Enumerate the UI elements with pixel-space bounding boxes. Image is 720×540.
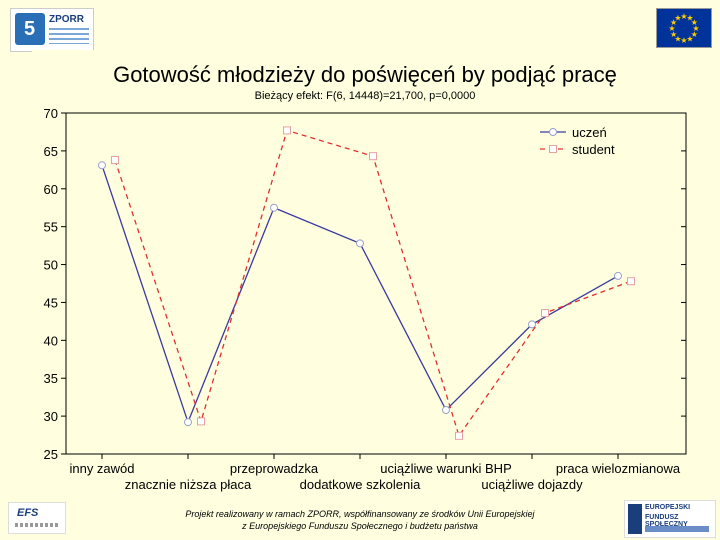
y-tick-label: 40 bbox=[44, 333, 58, 348]
x-tick-label: znacznie niższa płaca bbox=[125, 477, 252, 492]
efs-logo: EFS bbox=[8, 502, 66, 534]
zporr-logo-title: ZPORR bbox=[49, 14, 84, 25]
data-point-student bbox=[369, 152, 377, 161]
x-tick-label: inny zawód bbox=[69, 461, 134, 476]
data-point-uczen bbox=[270, 203, 278, 212]
eu-star-icon: ★ bbox=[668, 24, 675, 33]
efs-fund-logo-line-2: FUNDUSZ SPOŁECZNY bbox=[645, 514, 688, 528]
efs-fund-logo-line-1: EUROPEJSKI bbox=[645, 504, 691, 511]
chart-subtitle: Bieżący efekt: F(6, 14448)=21,700, p=0,0… bbox=[255, 90, 476, 102]
data-point-student bbox=[283, 126, 291, 135]
x-tick-label: praca wielozmianowa bbox=[556, 461, 681, 476]
legend: uczeń student bbox=[540, 125, 615, 157]
eu-star-icon: ★ bbox=[691, 18, 698, 27]
line-chart: Gotowość młodzieży do poświęceń by podją… bbox=[44, 62, 687, 492]
x-tick-label: uciążliwe dojazdy bbox=[481, 477, 583, 492]
footer-text: Projekt realizowany w ramach ZPORR, wspó… bbox=[150, 508, 570, 532]
data-point-student bbox=[541, 309, 549, 318]
legend-label: uczeń bbox=[572, 125, 607, 140]
data-point-uczen bbox=[442, 406, 450, 415]
eu-star-icon: ★ bbox=[691, 30, 698, 39]
data-point-student bbox=[111, 155, 119, 164]
eu-star-icon: ★ bbox=[670, 18, 677, 27]
y-tick-label: 65 bbox=[44, 144, 58, 159]
eu-flag-icon: ★ ★ ★ ★ ★ ★ ★ ★ ★ ★ ★ ★ bbox=[656, 8, 712, 48]
data-point-student bbox=[197, 417, 205, 426]
x-tick-label: przeprowadzka bbox=[230, 461, 319, 476]
eu-star-icon: ★ bbox=[692, 24, 699, 33]
plot-area bbox=[65, 112, 687, 455]
data-point-uczen bbox=[98, 161, 106, 170]
eu-star-icon: ★ bbox=[670, 30, 677, 39]
efs-fund-logo: EUROPEJSKI FUNDUSZ SPOŁECZNY bbox=[624, 500, 716, 538]
legend-label: student bbox=[572, 142, 615, 157]
efs-fund-logo-bar bbox=[645, 526, 709, 532]
y-tick-label: 25 bbox=[44, 447, 58, 462]
data-point-uczen bbox=[184, 418, 192, 427]
series-layer bbox=[98, 126, 635, 440]
chart-panel: Gotowość młodzieży do poświęceń by podją… bbox=[32, 50, 698, 500]
data-point-uczen bbox=[528, 320, 536, 329]
efs-fund-flag-icon bbox=[628, 504, 642, 534]
y-axis: 25 30 35 40 45 50 55 60 65 70 bbox=[44, 106, 686, 462]
eu-star-icon: ★ bbox=[674, 34, 681, 43]
data-point-student bbox=[627, 277, 635, 286]
chart-title: Gotowość młodzieży do poświęceń by podją… bbox=[113, 62, 617, 87]
data-point-student bbox=[455, 431, 463, 440]
y-tick-label: 45 bbox=[44, 295, 58, 310]
y-tick-label: 55 bbox=[44, 220, 58, 235]
eu-star-icon: ★ bbox=[680, 12, 687, 21]
zporr-mark-icon bbox=[15, 13, 45, 45]
zporr-logo-subtext bbox=[49, 28, 89, 44]
x-tick-label: dodatkowe szkolenia bbox=[300, 477, 421, 492]
legend-marker bbox=[549, 145, 557, 153]
footer-line-2: z Europejskiego Funduszu Społecznego i b… bbox=[242, 521, 478, 531]
eu-star-icon: ★ bbox=[686, 34, 693, 43]
zporr-logo: ZPORR bbox=[10, 8, 94, 52]
data-point-uczen bbox=[356, 239, 364, 248]
y-tick-label: 70 bbox=[44, 106, 58, 121]
eu-star-icon: ★ bbox=[674, 14, 681, 23]
data-point-uczen bbox=[614, 271, 622, 280]
y-tick-label: 30 bbox=[44, 409, 58, 424]
eu-star-icon: ★ bbox=[680, 36, 687, 45]
y-tick-label: 35 bbox=[44, 371, 58, 386]
efs-logo-subtext bbox=[15, 523, 59, 527]
y-tick-label: 50 bbox=[44, 258, 58, 273]
footer-line-1: Projekt realizowany w ramach ZPORR, wspó… bbox=[185, 509, 535, 519]
efs-logo-text: EFS bbox=[17, 507, 39, 519]
y-tick-label: 60 bbox=[44, 182, 58, 197]
eu-star-icon: ★ bbox=[686, 14, 693, 23]
legend-marker bbox=[549, 128, 557, 136]
x-tick-label: uciążliwe warunki BHP bbox=[380, 461, 512, 476]
